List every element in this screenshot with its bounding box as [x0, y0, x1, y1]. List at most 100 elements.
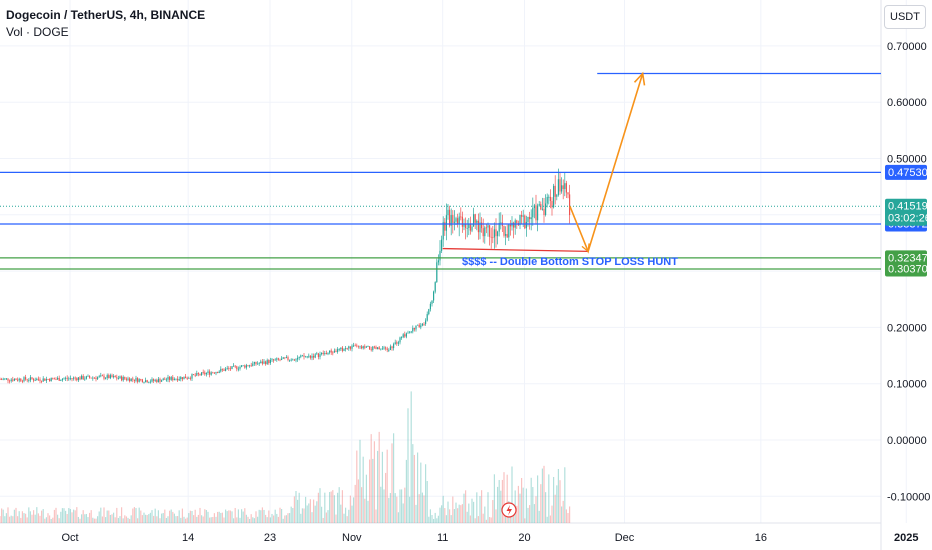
volume-bar [313, 499, 315, 523]
candle-body [117, 378, 119, 380]
volume-bar [161, 513, 163, 523]
volume-bar [373, 441, 375, 523]
volume-bar [465, 490, 467, 523]
candle-body [541, 208, 543, 210]
candle-body [535, 205, 537, 221]
candle-body [335, 350, 337, 352]
volume-bar [201, 515, 203, 523]
candle-body [447, 209, 449, 216]
candle-body [453, 221, 455, 223]
candle-body [431, 300, 433, 304]
candle-body [565, 183, 567, 193]
volume-bar [197, 514, 199, 523]
candle-body [407, 332, 409, 334]
candle-body [351, 345, 353, 349]
volume-bar [418, 494, 420, 523]
candle-body [189, 377, 191, 379]
volume-bar [114, 517, 116, 523]
candle-body [378, 347, 380, 350]
level-badge [885, 164, 927, 180]
currency-unit-button[interactable]: USDT [884, 5, 926, 29]
volume-bar [407, 408, 409, 523]
volume-bar [545, 492, 547, 523]
volume-bar [521, 478, 523, 523]
candle-body [169, 377, 171, 380]
projection-path [569, 73, 644, 254]
candle-body [412, 327, 414, 332]
volume-bar [111, 514, 113, 523]
candle-body [317, 353, 319, 358]
candle-body [245, 365, 247, 368]
arrow-head-down [581, 243, 590, 253]
volume-bar [105, 517, 107, 523]
candle-body [249, 365, 251, 367]
volume-bar [53, 509, 55, 523]
candle-body [487, 225, 489, 228]
volume-bar [73, 509, 75, 523]
volume-bar [317, 492, 319, 523]
volume-bar [466, 511, 468, 523]
volume-bar [85, 513, 87, 523]
volume-bar [469, 515, 471, 523]
candle-body [357, 345, 359, 347]
volume-bar [0, 516, 1, 523]
volume-bar [492, 500, 494, 523]
candle-body [141, 379, 143, 383]
candle-body [4, 378, 6, 380]
candle-body [388, 349, 390, 351]
volume-bar [450, 515, 452, 523]
volume-bar [210, 517, 212, 523]
lightning-icon [506, 505, 512, 516]
candle-body [137, 377, 139, 382]
level-lines [0, 72, 881, 270]
volume-bar [277, 516, 279, 523]
volume-bar [468, 503, 470, 523]
volume-bar [343, 513, 345, 523]
volume-bar [325, 512, 327, 523]
candle-body [74, 377, 76, 379]
level-badge [885, 261, 927, 277]
volume-bar [557, 469, 559, 523]
volume-bar [154, 508, 156, 523]
candle-body [183, 376, 185, 380]
arrow-head-up [633, 71, 646, 86]
volume-bar [461, 504, 463, 523]
candle-body [545, 203, 547, 215]
candle-body [0, 379, 1, 380]
candle-body [165, 379, 167, 381]
candle-body [381, 348, 383, 350]
candle-body [481, 222, 483, 229]
volume-bar [538, 510, 540, 523]
volume-bar [282, 518, 284, 523]
volume-bar [276, 513, 278, 523]
volume-bar [482, 513, 484, 523]
volume-bar [309, 499, 311, 523]
candle-body [460, 216, 462, 218]
candle-body [265, 361, 267, 365]
volume-bar [212, 517, 214, 523]
candle-body [519, 214, 521, 226]
x-tick-label: 14 [182, 532, 194, 544]
candle-body [17, 379, 19, 381]
candle-body [348, 346, 350, 349]
volume-bar [153, 515, 155, 523]
candle-body [10, 379, 12, 381]
volume-bar [420, 462, 422, 523]
volume-bar [77, 516, 79, 523]
volume-bar [191, 511, 193, 523]
volume-bar [281, 509, 283, 523]
candle-body [428, 309, 430, 315]
candle-body [226, 368, 228, 369]
volume-bar [100, 507, 102, 523]
volume-bar [402, 503, 404, 523]
drawing-overlay: $$$$ -- Double Bottom STOP LOSS HUNT [442, 71, 678, 518]
candle-body [273, 359, 275, 361]
volume-bar [348, 509, 350, 523]
volume-bar [207, 511, 209, 523]
volume-bar [180, 517, 182, 523]
candle-body [445, 215, 447, 231]
volume-bar [279, 507, 281, 523]
volume-label: Vol · DOGE [6, 25, 69, 39]
candle-body [180, 377, 182, 380]
